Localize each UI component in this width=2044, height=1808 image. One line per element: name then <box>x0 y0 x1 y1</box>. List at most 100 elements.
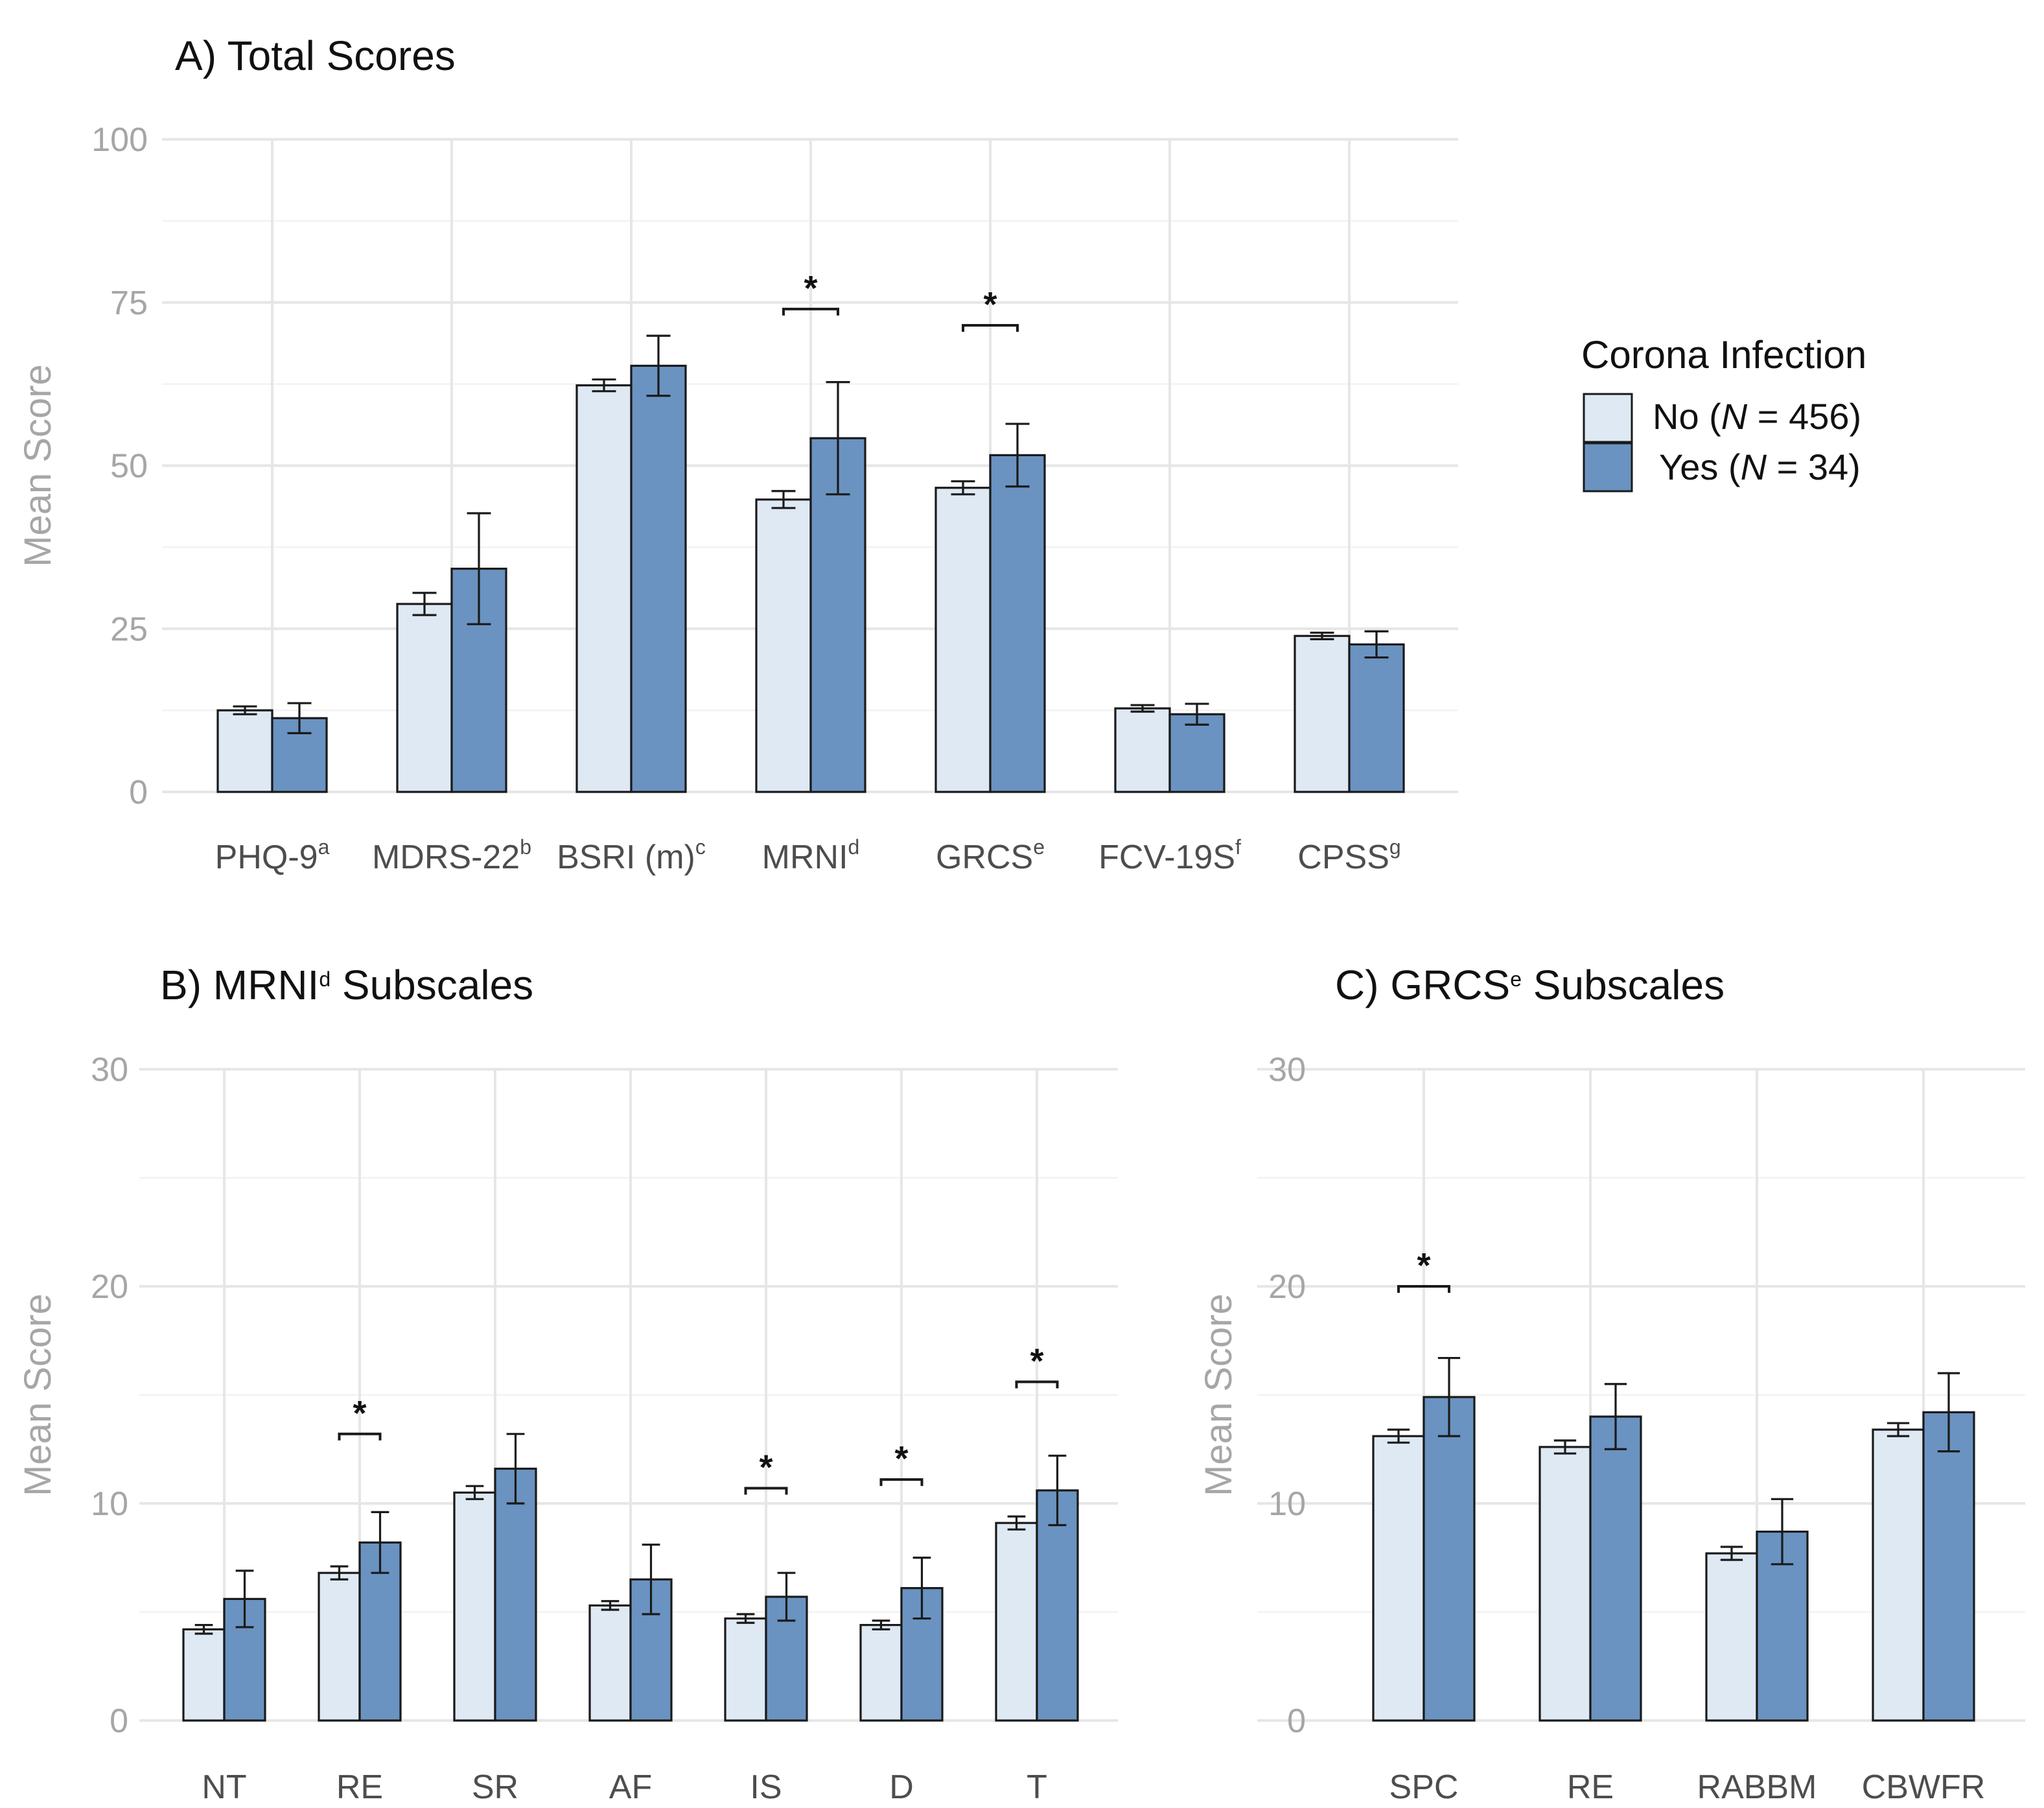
y-tick-label: 75 <box>110 284 148 322</box>
bar-no <box>1114 707 1171 793</box>
bar-yes <box>1348 643 1405 793</box>
significance-bracket <box>1015 1380 1059 1389</box>
panel-title-rest: Subscales <box>1522 962 1725 1008</box>
x-tick-superscript: c <box>695 835 706 859</box>
x-tick-label: RE <box>1567 1768 1614 1806</box>
x-tick-label: MRNId <box>762 835 860 876</box>
bar-no <box>995 1522 1038 1722</box>
significance-bracket <box>338 1432 382 1441</box>
panel-title-rest: Subscales <box>331 962 533 1008</box>
panel-c-grcs-subscales: C) GRCSe Subscales 0 10 20 30 Mean Score * SPC R… <box>1198 962 2025 1806</box>
significance-star: * <box>353 1394 366 1433</box>
x-tick-label: T <box>1027 1768 1047 1806</box>
panel-title-superscript: d <box>319 968 331 991</box>
panel-title: A) Total Scores <box>175 32 456 79</box>
y-tick-label: 0 <box>1287 1702 1306 1740</box>
y-tick-label: 30 <box>1268 1051 1306 1089</box>
y-tick-label: 25 <box>110 610 148 648</box>
bar-no <box>755 498 812 793</box>
bar-no <box>859 1624 903 1722</box>
significance-bracket <box>782 307 839 316</box>
legend-swatch-yes <box>1583 442 1633 493</box>
y-tick-label: 100 <box>91 121 148 159</box>
bar-yes <box>1168 713 1225 793</box>
panel-title: C) GRCSe Subscales <box>1335 962 1725 1008</box>
bar-no <box>588 1604 632 1722</box>
y-tick-label: 30 <box>91 1051 128 1089</box>
bar-yes <box>989 454 1046 793</box>
bar-no <box>1872 1428 1925 1722</box>
x-tick-label: SR <box>472 1768 518 1806</box>
x-tick-label: SPC <box>1389 1768 1459 1806</box>
bar-yes <box>494 1467 537 1722</box>
bar-no <box>1294 634 1351 793</box>
x-tick-superscript: a <box>318 835 330 859</box>
y-tick-label: 50 <box>110 448 148 485</box>
x-tick-superscript: b <box>520 835 531 859</box>
significance-star: * <box>1417 1246 1430 1285</box>
x-tick-label: RABBM <box>1697 1768 1817 1806</box>
bar-yes <box>630 364 687 793</box>
legend: Corona Infection No (N = 456) Yes (N = 3… <box>1581 333 1866 493</box>
legend-label-yes: Yes (N = 34) <box>1659 446 1861 487</box>
significance-star: * <box>1030 1341 1043 1380</box>
y-tick-label: 0 <box>129 774 148 811</box>
significance-bracket <box>962 323 1019 332</box>
bar-no <box>1705 1552 1758 1722</box>
x-tick-superscript: g <box>1389 835 1401 859</box>
y-tick-label: 0 <box>110 1702 128 1740</box>
x-tick-label: IS <box>750 1768 782 1806</box>
x-tick-label: NT <box>202 1768 246 1806</box>
bar-no <box>724 1617 767 1722</box>
y-axis-title: Mean Score <box>17 1293 59 1496</box>
bar-yes <box>1036 1489 1079 1722</box>
y-tick-label: 10 <box>1268 1485 1306 1523</box>
panel-a-total-scores: A) Total Scores 0 25 50 75 100 Mean Score * * PHQ… <box>17 32 1458 876</box>
bar-yes <box>1922 1411 1975 1722</box>
x-tick-superscript: d <box>848 835 860 859</box>
bar-no <box>1372 1435 1425 1722</box>
x-tick-label: RE <box>336 1768 383 1806</box>
bar-no <box>318 1571 361 1722</box>
bar-no <box>396 603 453 793</box>
x-tick-superscript: e <box>1033 835 1045 859</box>
bar-no <box>216 709 273 793</box>
y-tick-label: 10 <box>91 1485 128 1523</box>
x-tick-label: BSRI (m)c <box>557 835 706 876</box>
x-tick-label: AF <box>609 1768 652 1806</box>
significance-star: * <box>759 1448 772 1487</box>
bar-no <box>182 1628 226 1722</box>
x-tick-label: CPSSg <box>1297 835 1400 876</box>
bar-no <box>575 384 633 793</box>
legend-title: Corona Infection <box>1581 333 1866 377</box>
significance-bracket <box>1397 1285 1450 1293</box>
panel-b-mrni-subscales: B) MRNId Subscales 0 10 20 30 Mean Score * * * * N… <box>17 962 1118 1806</box>
significance-bracket <box>744 1487 788 1495</box>
y-axis-title: Mean Score <box>1198 1293 1240 1496</box>
x-tick-label: MDRS-22b <box>372 835 531 876</box>
significance-bracket <box>879 1478 923 1487</box>
legend-label-no: No (N = 456) <box>1653 396 1861 437</box>
y-axis-title: Mean Score <box>17 364 59 567</box>
bar-yes <box>809 437 866 793</box>
bar-no <box>1539 1446 1592 1722</box>
x-tick-label: D <box>889 1768 914 1806</box>
significance-star: * <box>894 1439 908 1478</box>
x-tick-label: PHQ-9a <box>215 835 330 876</box>
panel-title: B) MRNId Subscales <box>160 962 533 1008</box>
significance-star: * <box>983 285 997 324</box>
bar-no <box>453 1491 496 1722</box>
panel-title-superscript: e <box>1510 968 1522 991</box>
x-tick-label: FCV-19Sf <box>1098 835 1241 876</box>
x-tick-label: GRCSe <box>936 835 1045 876</box>
y-tick-label: 20 <box>1268 1268 1306 1306</box>
legend-swatch-no <box>1583 393 1633 443</box>
significance-star: * <box>804 269 817 308</box>
y-tick-label: 20 <box>91 1268 128 1306</box>
x-tick-superscript: f <box>1235 835 1241 859</box>
x-tick-label: CBWFR <box>1862 1768 1986 1806</box>
bar-no <box>935 487 992 793</box>
bar-yes <box>1589 1415 1642 1722</box>
bar-yes <box>1423 1396 1476 1722</box>
